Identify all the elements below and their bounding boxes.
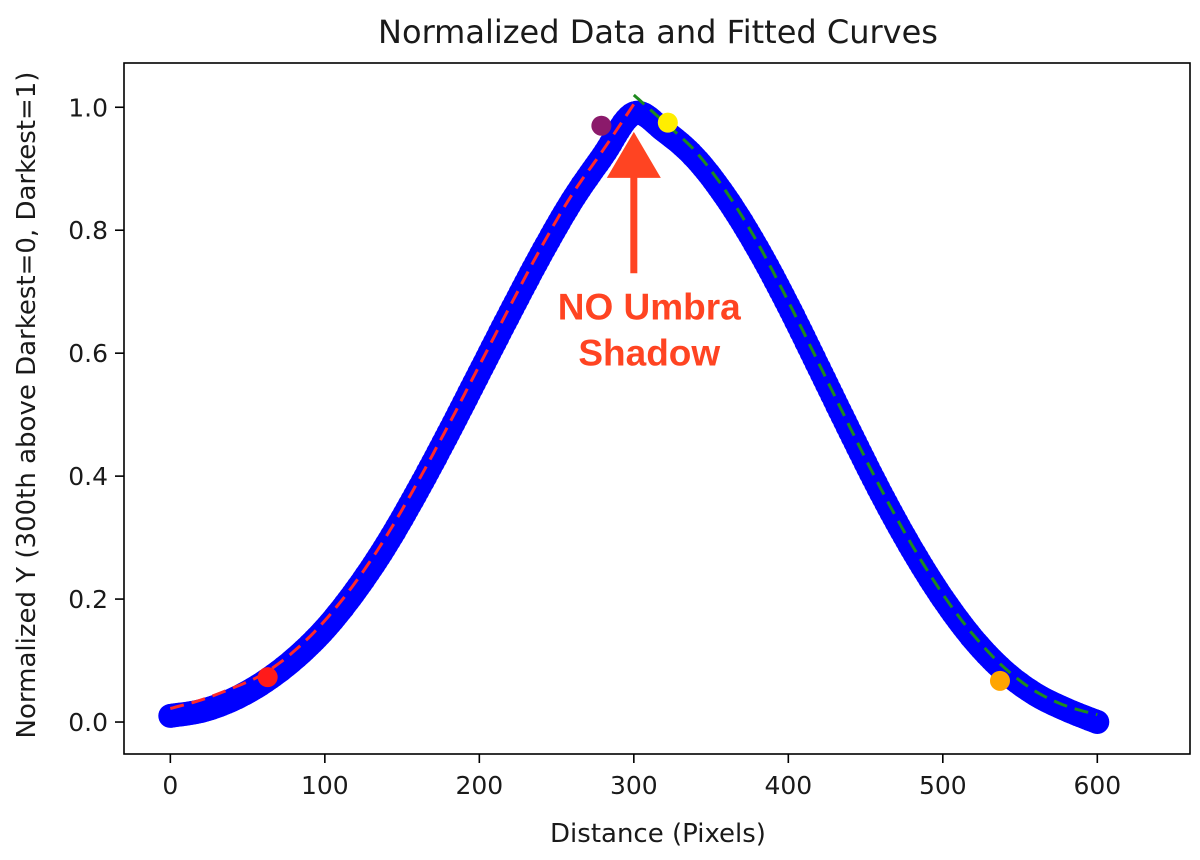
annotation: NO Umbra Shadow — [558, 131, 741, 373]
y-tick-label: 0.2 — [68, 585, 108, 614]
x-tick-label: 200 — [455, 771, 503, 800]
chart-title: Normalized Data and Fitted Curves — [378, 13, 938, 51]
y-tick-label: 0.6 — [68, 339, 108, 368]
y-tick-label: 1.0 — [68, 93, 108, 122]
highlight-point — [657, 112, 678, 133]
y-tick-label: 0.8 — [68, 216, 108, 245]
plot-content — [158, 93, 1110, 734]
x-tick-label: 100 — [301, 771, 349, 800]
x-tick-label: 600 — [1073, 771, 1121, 800]
plot-frame — [123, 62, 1191, 755]
y-tick-label: 0.4 — [68, 462, 108, 491]
fitted-curve-line — [632, 93, 1098, 717]
highlight-point — [591, 115, 612, 136]
y-tick-label: 0.0 — [68, 708, 108, 737]
annotation-text-line1: NO Umbra — [558, 286, 741, 327]
x-axis-label: Distance (Pixels) — [550, 819, 766, 849]
y-axis-label: Normalized Y (300th above Darkest=0, Dar… — [12, 72, 42, 739]
highlight-point — [989, 670, 1010, 691]
axis-ticks: 0 100 200 300 400 500 600 0.0 0.2 0.4 0.6 0.8 1.0 — [68, 93, 1121, 800]
annotation-text-line2: Shadow — [578, 332, 720, 373]
highlight-point — [257, 667, 278, 688]
fitted-curve-line — [169, 103, 636, 710]
annotation-arrow-head — [606, 131, 661, 178]
data-point — [1085, 710, 1110, 734]
x-tick-label: 300 — [610, 771, 658, 800]
x-tick-label: 500 — [919, 771, 967, 800]
x-tick-label: 400 — [764, 771, 812, 800]
x-tick-label: 0 — [162, 771, 178, 800]
